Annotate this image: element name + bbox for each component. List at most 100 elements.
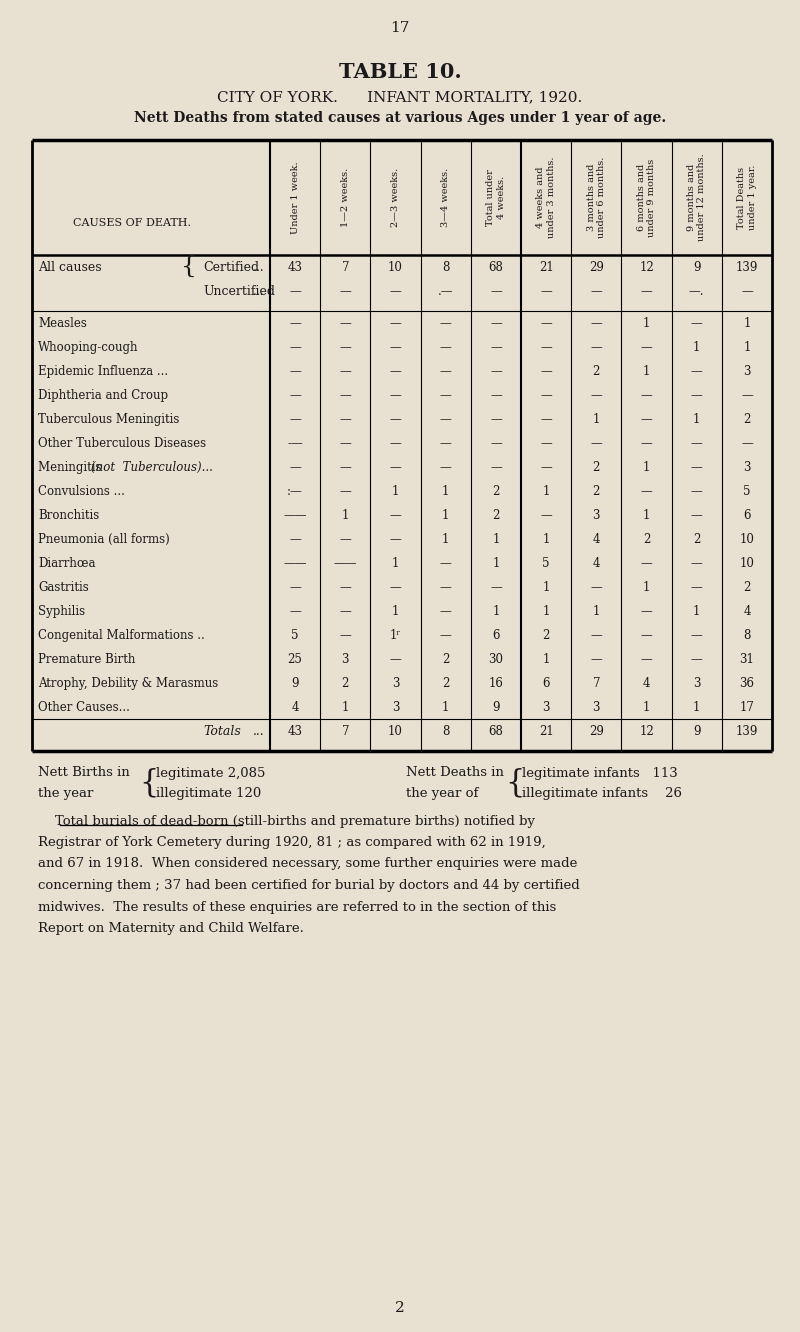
Text: —: —	[741, 389, 753, 402]
Text: 1: 1	[542, 485, 550, 498]
Text: 2: 2	[593, 365, 600, 378]
Text: —: —	[290, 341, 301, 354]
Text: 5: 5	[542, 557, 550, 570]
Text: —.: —.	[689, 285, 705, 298]
Text: —: —	[390, 509, 402, 522]
Text: 7: 7	[593, 677, 600, 690]
Text: —: —	[290, 389, 301, 402]
Text: —: —	[339, 629, 351, 642]
Text: CAUSES OF DEATH.: CAUSES OF DEATH.	[73, 218, 191, 228]
Text: 10: 10	[388, 261, 403, 274]
Text: ——: ——	[283, 509, 307, 522]
Text: 1: 1	[643, 509, 650, 522]
Text: 1: 1	[542, 605, 550, 618]
Text: —: —	[290, 365, 301, 378]
Text: —: —	[540, 285, 552, 298]
Text: ——: ——	[334, 557, 357, 570]
Text: —: —	[339, 437, 351, 450]
Text: —: —	[641, 629, 652, 642]
Text: —: —	[440, 581, 451, 594]
Text: Total Deaths
under 1 year.: Total Deaths under 1 year.	[738, 165, 757, 230]
Text: 3: 3	[392, 701, 399, 714]
Text: 1: 1	[542, 653, 550, 666]
Text: 1: 1	[342, 509, 349, 522]
Text: the year of: the year of	[406, 786, 478, 799]
Text: midwives.  The results of these enquiries are referred to in the section of this: midwives. The results of these enquiries…	[38, 900, 556, 914]
Text: Gastritis: Gastritis	[38, 581, 89, 594]
Text: —: —	[290, 413, 301, 426]
Text: —: —	[390, 365, 402, 378]
Text: 1: 1	[643, 317, 650, 330]
Text: Nett Deaths in: Nett Deaths in	[406, 766, 504, 779]
Text: Totals: Totals	[203, 725, 241, 738]
Text: —: —	[691, 629, 702, 642]
Text: 5: 5	[291, 629, 299, 642]
Text: 10: 10	[739, 533, 754, 546]
Text: —: —	[691, 437, 702, 450]
Text: —: —	[440, 317, 451, 330]
Text: 1: 1	[643, 461, 650, 474]
Text: —: —	[440, 341, 451, 354]
Text: Premature Birth: Premature Birth	[38, 653, 135, 666]
Text: 3: 3	[542, 701, 550, 714]
Text: —: —	[290, 285, 301, 298]
Text: —: —	[339, 413, 351, 426]
Text: —: —	[390, 389, 402, 402]
Text: ...: ...	[252, 261, 264, 274]
Text: 2—3 weeks.: 2—3 weeks.	[391, 168, 400, 228]
Text: —: —	[290, 581, 301, 594]
Text: Other Causes...: Other Causes...	[38, 701, 130, 714]
Text: 4 weeks and
under 3 months.: 4 weeks and under 3 months.	[536, 157, 556, 238]
Text: —: —	[691, 461, 702, 474]
Text: 4: 4	[642, 677, 650, 690]
Text: —: —	[390, 341, 402, 354]
Text: —: —	[590, 285, 602, 298]
Text: —: —	[540, 389, 552, 402]
Text: —: —	[490, 389, 502, 402]
Text: —: —	[339, 581, 351, 594]
Text: Nett Deaths from stated causes at various Ages under 1 year of age.: Nett Deaths from stated causes at variou…	[134, 111, 666, 125]
Text: —: —	[339, 485, 351, 498]
Text: 6: 6	[542, 677, 550, 690]
Text: 1: 1	[643, 365, 650, 378]
Text: Diarrhœa: Diarrhœa	[38, 557, 95, 570]
Text: —: —	[490, 413, 502, 426]
Text: —: —	[691, 317, 702, 330]
Text: —: —	[440, 389, 451, 402]
Text: —: —	[440, 437, 451, 450]
Text: 36: 36	[739, 677, 754, 690]
Text: 8: 8	[442, 261, 450, 274]
Text: 10: 10	[739, 557, 754, 570]
Text: 68: 68	[489, 725, 503, 738]
Text: 1: 1	[442, 533, 450, 546]
Text: —: —	[490, 365, 502, 378]
Text: 9: 9	[693, 725, 701, 738]
Text: 8: 8	[743, 629, 750, 642]
Text: 68: 68	[489, 261, 503, 274]
Text: concerning them ; 37 had been certified for burial by doctors and 44 by certifie: concerning them ; 37 had been certified …	[38, 879, 580, 892]
Text: 2: 2	[593, 485, 600, 498]
Text: 2: 2	[542, 629, 550, 642]
Text: 6: 6	[743, 509, 750, 522]
Text: 9: 9	[492, 701, 500, 714]
Text: 2: 2	[492, 509, 499, 522]
Text: 43: 43	[288, 261, 302, 274]
Text: —: —	[590, 317, 602, 330]
Text: 2: 2	[743, 413, 750, 426]
Text: 21: 21	[538, 725, 554, 738]
Text: —: —	[390, 413, 402, 426]
Text: —: —	[440, 605, 451, 618]
Text: 2: 2	[492, 485, 499, 498]
Text: —: —	[440, 413, 451, 426]
Text: (not  Tuberculous)...: (not Tuberculous)...	[91, 461, 213, 474]
Text: Epidemic Influenza ...: Epidemic Influenza ...	[38, 365, 168, 378]
Text: 1ʳ: 1ʳ	[390, 629, 401, 642]
Text: 8: 8	[442, 725, 450, 738]
Text: Syphilis: Syphilis	[38, 605, 85, 618]
Text: 1: 1	[743, 317, 750, 330]
Text: 2: 2	[693, 533, 700, 546]
Text: 1: 1	[693, 701, 700, 714]
Text: 3—4 weeks.: 3—4 weeks.	[442, 168, 450, 228]
Text: —: —	[390, 461, 402, 474]
Text: illegitimate infants    26: illegitimate infants 26	[522, 786, 682, 799]
